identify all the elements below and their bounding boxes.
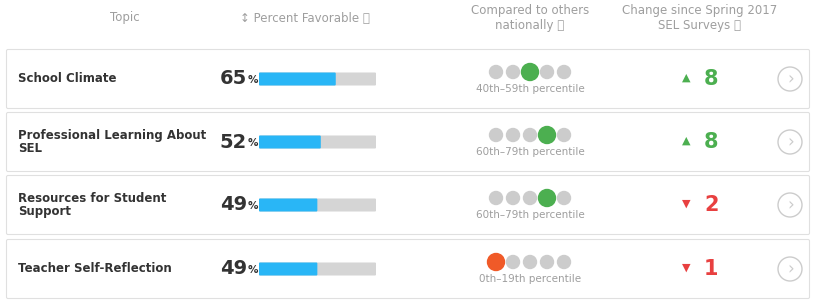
Text: %: % xyxy=(248,75,258,85)
FancyBboxPatch shape xyxy=(259,198,317,212)
Text: ▲: ▲ xyxy=(681,73,690,83)
Circle shape xyxy=(557,256,570,269)
Text: Professional Learning About: Professional Learning About xyxy=(18,129,206,143)
Text: 0th–19th percentile: 0th–19th percentile xyxy=(479,274,581,284)
Text: ›: › xyxy=(788,196,794,214)
Circle shape xyxy=(538,189,556,206)
Text: 8: 8 xyxy=(704,132,718,152)
Text: 2: 2 xyxy=(704,195,718,215)
Text: School Climate: School Climate xyxy=(18,72,117,86)
Circle shape xyxy=(489,192,502,205)
Text: 8: 8 xyxy=(704,69,718,89)
FancyBboxPatch shape xyxy=(259,72,376,86)
Circle shape xyxy=(557,192,570,205)
Circle shape xyxy=(557,128,570,141)
Text: Compared to others
nationally ⓘ: Compared to others nationally ⓘ xyxy=(471,4,589,32)
Text: Resources for Student: Resources for Student xyxy=(18,192,167,205)
Circle shape xyxy=(521,63,538,80)
FancyBboxPatch shape xyxy=(259,262,376,275)
Text: Support: Support xyxy=(18,205,71,217)
Circle shape xyxy=(557,66,570,79)
FancyBboxPatch shape xyxy=(259,262,317,275)
FancyBboxPatch shape xyxy=(259,136,376,148)
Text: 60th–79th percentile: 60th–79th percentile xyxy=(475,210,584,220)
Text: Change since Spring 2017
SEL Surveys ⓘ: Change since Spring 2017 SEL Surveys ⓘ xyxy=(623,4,778,32)
Text: 49: 49 xyxy=(220,196,247,214)
Circle shape xyxy=(489,128,502,141)
Text: ›: › xyxy=(788,260,794,278)
Circle shape xyxy=(507,256,520,269)
FancyBboxPatch shape xyxy=(259,136,321,148)
Text: %: % xyxy=(248,201,258,211)
Text: ›: › xyxy=(788,70,794,88)
Text: 60th–79th percentile: 60th–79th percentile xyxy=(475,147,584,157)
Text: %: % xyxy=(248,138,258,148)
Text: 49: 49 xyxy=(220,260,247,278)
FancyBboxPatch shape xyxy=(7,112,810,172)
Circle shape xyxy=(524,192,537,205)
Text: 65: 65 xyxy=(220,70,247,88)
FancyBboxPatch shape xyxy=(259,198,376,212)
Text: ›: › xyxy=(788,133,794,151)
Text: ▼: ▼ xyxy=(681,199,690,209)
Circle shape xyxy=(524,256,537,269)
Circle shape xyxy=(507,66,520,79)
FancyBboxPatch shape xyxy=(7,176,810,234)
Text: 40th–59th percentile: 40th–59th percentile xyxy=(475,84,584,94)
Circle shape xyxy=(541,256,553,269)
Text: Teacher Self-Reflection: Teacher Self-Reflection xyxy=(18,262,172,275)
Text: Topic: Topic xyxy=(110,11,140,25)
Circle shape xyxy=(488,253,505,270)
Circle shape xyxy=(507,192,520,205)
Text: ▼: ▼ xyxy=(681,263,690,273)
Circle shape xyxy=(541,66,553,79)
FancyBboxPatch shape xyxy=(259,72,336,86)
Text: 1: 1 xyxy=(704,259,718,279)
FancyBboxPatch shape xyxy=(7,240,810,298)
Text: ↕ Percent Favorable ⓘ: ↕ Percent Favorable ⓘ xyxy=(240,11,370,25)
Text: %: % xyxy=(248,265,258,275)
Circle shape xyxy=(489,66,502,79)
Circle shape xyxy=(524,128,537,141)
Text: SEL: SEL xyxy=(18,141,42,155)
Circle shape xyxy=(538,127,556,144)
FancyBboxPatch shape xyxy=(7,50,810,108)
Circle shape xyxy=(507,128,520,141)
Text: ▲: ▲ xyxy=(681,136,690,146)
Text: 52: 52 xyxy=(220,132,247,152)
